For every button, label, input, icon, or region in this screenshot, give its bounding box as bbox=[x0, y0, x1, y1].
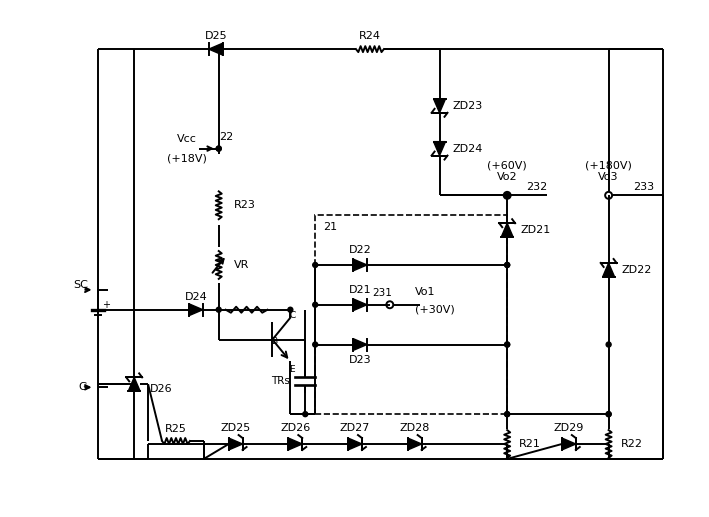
Polygon shape bbox=[434, 142, 445, 156]
Text: ZD28: ZD28 bbox=[399, 423, 430, 433]
Circle shape bbox=[216, 307, 221, 312]
Text: (+18V): (+18V) bbox=[167, 154, 207, 163]
Polygon shape bbox=[348, 438, 362, 450]
Text: D25: D25 bbox=[204, 31, 227, 41]
Circle shape bbox=[505, 263, 510, 267]
Circle shape bbox=[313, 342, 318, 347]
Text: Vo2: Vo2 bbox=[497, 173, 518, 183]
Text: ZD21: ZD21 bbox=[520, 225, 550, 235]
Text: C: C bbox=[289, 311, 296, 320]
Polygon shape bbox=[562, 438, 576, 450]
Polygon shape bbox=[189, 304, 203, 316]
Circle shape bbox=[313, 263, 318, 267]
Text: ZD27: ZD27 bbox=[340, 423, 370, 433]
Text: ZD23: ZD23 bbox=[452, 101, 483, 111]
Circle shape bbox=[606, 412, 611, 417]
Polygon shape bbox=[353, 339, 367, 351]
Text: E: E bbox=[289, 365, 295, 374]
Polygon shape bbox=[408, 438, 422, 450]
Circle shape bbox=[606, 342, 611, 347]
Text: R21: R21 bbox=[519, 439, 541, 449]
Polygon shape bbox=[501, 223, 513, 237]
Text: +: + bbox=[102, 300, 111, 310]
Text: D21: D21 bbox=[349, 285, 372, 295]
Circle shape bbox=[313, 302, 318, 307]
Text: R23: R23 bbox=[234, 200, 255, 210]
Text: 21: 21 bbox=[323, 222, 337, 232]
Text: ZD24: ZD24 bbox=[452, 144, 483, 154]
Text: 22: 22 bbox=[220, 132, 234, 142]
Circle shape bbox=[303, 412, 308, 417]
Text: TRs: TRs bbox=[271, 376, 290, 386]
Circle shape bbox=[505, 263, 510, 267]
Text: SC: SC bbox=[73, 280, 88, 290]
Polygon shape bbox=[128, 377, 140, 391]
Text: Vcc: Vcc bbox=[177, 134, 197, 144]
Text: D23: D23 bbox=[349, 356, 372, 366]
Circle shape bbox=[505, 412, 510, 417]
Circle shape bbox=[505, 342, 510, 347]
Text: ZD26: ZD26 bbox=[280, 423, 311, 433]
Polygon shape bbox=[353, 299, 367, 311]
Text: D24: D24 bbox=[184, 292, 207, 302]
Text: ZD29: ZD29 bbox=[554, 423, 584, 433]
Polygon shape bbox=[289, 438, 302, 450]
Text: 231: 231 bbox=[372, 288, 392, 298]
Text: (+60V): (+60V) bbox=[487, 160, 527, 171]
Text: (+180V): (+180V) bbox=[585, 160, 632, 171]
Text: D22: D22 bbox=[349, 245, 372, 255]
Text: R25: R25 bbox=[165, 424, 187, 434]
Text: D26: D26 bbox=[150, 384, 173, 394]
Polygon shape bbox=[603, 263, 615, 277]
Polygon shape bbox=[208, 43, 223, 55]
Text: Vo3: Vo3 bbox=[598, 173, 619, 183]
Text: (+30V): (+30V) bbox=[415, 305, 454, 315]
Circle shape bbox=[505, 193, 510, 198]
Text: R24: R24 bbox=[359, 31, 381, 41]
Text: Vo1: Vo1 bbox=[415, 287, 435, 297]
Bar bbox=[316, 215, 507, 414]
Text: 232: 232 bbox=[526, 183, 547, 192]
Text: B: B bbox=[272, 337, 277, 346]
Circle shape bbox=[216, 146, 221, 151]
Circle shape bbox=[606, 412, 611, 417]
Text: G: G bbox=[78, 382, 86, 392]
Circle shape bbox=[505, 412, 510, 417]
Text: ZD25: ZD25 bbox=[220, 423, 251, 433]
Text: ZD22: ZD22 bbox=[622, 265, 652, 275]
Text: R22: R22 bbox=[620, 439, 642, 449]
Circle shape bbox=[505, 342, 510, 347]
Polygon shape bbox=[353, 259, 367, 271]
Polygon shape bbox=[434, 99, 445, 113]
Polygon shape bbox=[229, 438, 242, 450]
Circle shape bbox=[288, 307, 293, 312]
Text: 233: 233 bbox=[633, 183, 654, 192]
Circle shape bbox=[216, 146, 221, 151]
Text: VR: VR bbox=[234, 260, 249, 270]
